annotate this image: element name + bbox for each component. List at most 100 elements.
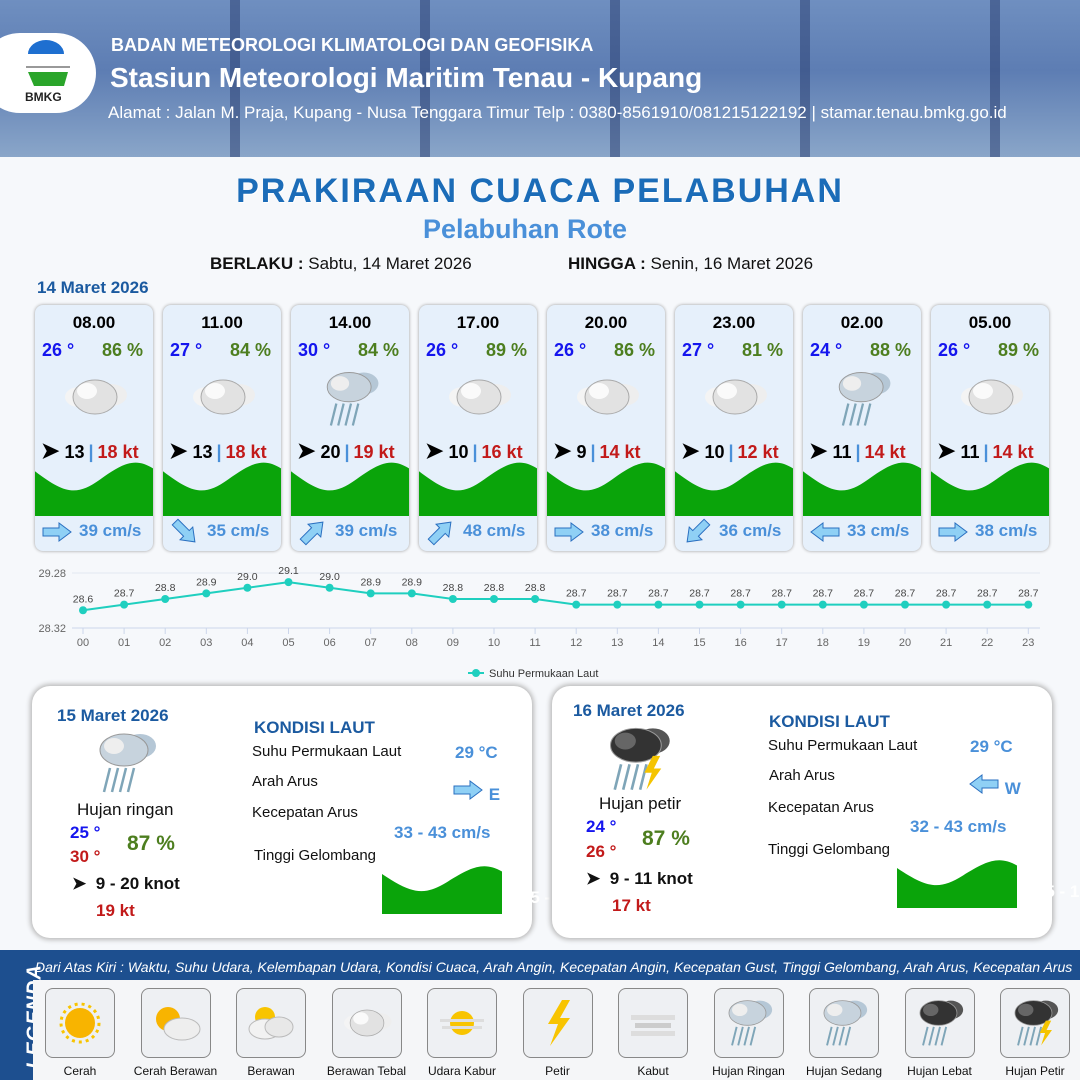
humidity: 84 %: [357, 340, 399, 360]
forecast-time: 14.00: [328, 313, 372, 332]
data-point: [695, 600, 704, 609]
data-label: 29.1: [278, 565, 299, 577]
forecast-card: 23.00 27 ° 81 % ➤ 10|12 kt 0.5 - 1.25 m …: [675, 305, 793, 551]
x-tick: 23: [1022, 637, 1034, 649]
x-tick: 16: [734, 637, 746, 649]
divider: |: [983, 442, 989, 462]
hujan-sedang-icon: [809, 988, 879, 1058]
legend-item: Berawan: [236, 988, 306, 1078]
thunderstorm-icon: [598, 722, 678, 801]
wave-height: 0.5 - 1.25 m: [419, 460, 537, 516]
station-name: Stasiun Meteorologi Maritim Tenau - Kupa…: [110, 62, 703, 93]
legend-marker: [472, 669, 480, 677]
day2-date: 15 Maret 2026: [57, 706, 169, 725]
x-tick: 01: [118, 637, 130, 649]
valid-from-label: BERLAKU :: [210, 254, 304, 273]
day3-wind: ➤ 9 - 11 knot: [586, 869, 693, 889]
legend-label: Udara Kabur: [427, 1064, 497, 1078]
x-tick: 13: [611, 637, 623, 649]
data-point: [243, 583, 252, 592]
hujan-ringan-icon: [713, 988, 784, 1058]
wind: ➤ 20 | 19 kt: [297, 438, 395, 464]
legend-label: Berawan: [247, 1064, 295, 1078]
gust-speed: 16 kt: [481, 442, 523, 462]
udara-kabur-icon: [427, 988, 497, 1058]
day3-condition: Hujan petir: [599, 794, 682, 813]
org-name: BADAN METEOROLOGI KLIMATOLOGI DAN GEOFIS…: [111, 35, 594, 55]
current-arrow-icon: [809, 521, 847, 542]
day3-speed-label: Kecepatan Arus: [768, 799, 874, 816]
kabut-icon: [618, 988, 688, 1058]
day3-date: 16 Maret 2026: [573, 701, 685, 720]
data-point: [284, 578, 293, 587]
wind-speed: 9: [576, 442, 587, 462]
x-tick: 03: [200, 637, 212, 649]
wind-arrow-icon: ➤: [553, 438, 572, 463]
day2-wave-label: Tinggi Gelombang: [254, 847, 377, 864]
day2-wave: 0.5 - 1.25 m: [382, 864, 608, 914]
wind-speed: 20: [320, 442, 341, 462]
data-point: [818, 600, 827, 609]
current-arrow-icon: [681, 518, 719, 543]
day3-tmax: 26 °: [586, 842, 617, 861]
legend-item: Hujan Lebat: [904, 988, 975, 1078]
series-line: [82, 581, 1029, 612]
wave-height: 0.5 - 1.25 m: [163, 460, 281, 516]
data-label: 28.7: [771, 588, 792, 600]
data-point: [942, 600, 951, 609]
humidity: 81 %: [741, 340, 783, 360]
data-point: [325, 583, 334, 592]
address: Alamat : Jalan M. Praja, Kupang - Nusa T…: [108, 103, 1007, 122]
gust-speed: 14 kt: [992, 442, 1034, 462]
x-tick: 09: [447, 637, 459, 649]
wind-speed: 13: [192, 442, 213, 462]
forecast-time: 20.00: [584, 313, 628, 332]
x-tick: 10: [488, 637, 500, 649]
day2-wind-speed: 9 - 20 knot: [95, 874, 180, 893]
day2-sst: 29 °C: [455, 743, 498, 762]
data-point: [366, 589, 375, 598]
gust-speed: 14 kt: [599, 442, 641, 462]
gust-speed: 19 kt: [353, 442, 395, 462]
light-rain-icon: [315, 367, 387, 427]
valid-to: HINGGA : Senin, 16 Maret 2026: [568, 254, 813, 274]
wind: ➤ 11 | 14 kt: [937, 438, 1034, 464]
data-label: 29.0: [237, 571, 258, 583]
wind: ➤ 9 | 14 kt: [553, 438, 641, 464]
cloudy-icon: [699, 367, 771, 427]
current-arrow-icon: [968, 774, 1000, 798]
data-label: 28.8: [443, 582, 464, 594]
legend-item: Cerah Berawan: [134, 988, 217, 1078]
day3-sea-title: KONDISI LAUT: [769, 712, 890, 731]
data-point: [572, 600, 581, 609]
cloudy-icon: [59, 367, 131, 427]
wind-arrow-icon: ➤: [169, 438, 188, 463]
data-label: 28.7: [607, 588, 628, 600]
x-tick: 20: [899, 637, 911, 649]
data-label: 28.7: [895, 588, 916, 600]
day2-gust: 19 kt: [96, 901, 135, 920]
day3-dir-label: Arah Arus: [769, 767, 835, 784]
legend-label: Hujan Ringan: [712, 1064, 785, 1078]
forecast-card: 14.00 30 ° 84 % ➤ 20|19 kt 0.5 - 1.25 m …: [291, 305, 409, 551]
day3-rh: 87 %: [642, 827, 690, 850]
legend-label: Hujan Petir: [1005, 1064, 1065, 1078]
day3-tmin: 24 °: [586, 817, 617, 836]
divider: |: [855, 442, 861, 462]
data-label: 28.8: [525, 582, 546, 594]
x-tick: 08: [406, 637, 418, 649]
day2-rh: 87 %: [127, 832, 175, 855]
air-temp: 24 °: [810, 340, 843, 360]
petir-icon: [522, 988, 593, 1058]
current-speed: 48 cm/s: [463, 521, 526, 540]
legend-label: Hujan Lebat: [907, 1064, 972, 1078]
day2-dir-value: E: [488, 785, 501, 804]
divider: |: [344, 442, 350, 462]
wind-arrow-icon: ➤: [809, 438, 828, 463]
legend-item: Hujan Petir: [1000, 988, 1070, 1078]
cloudy-icon: [443, 367, 515, 427]
x-tick: 00: [77, 637, 89, 649]
divider: |: [88, 442, 94, 462]
wind-arrow-icon: ➤: [72, 874, 87, 893]
valid-to-value: Senin, 16 Maret 2026: [650, 254, 814, 273]
